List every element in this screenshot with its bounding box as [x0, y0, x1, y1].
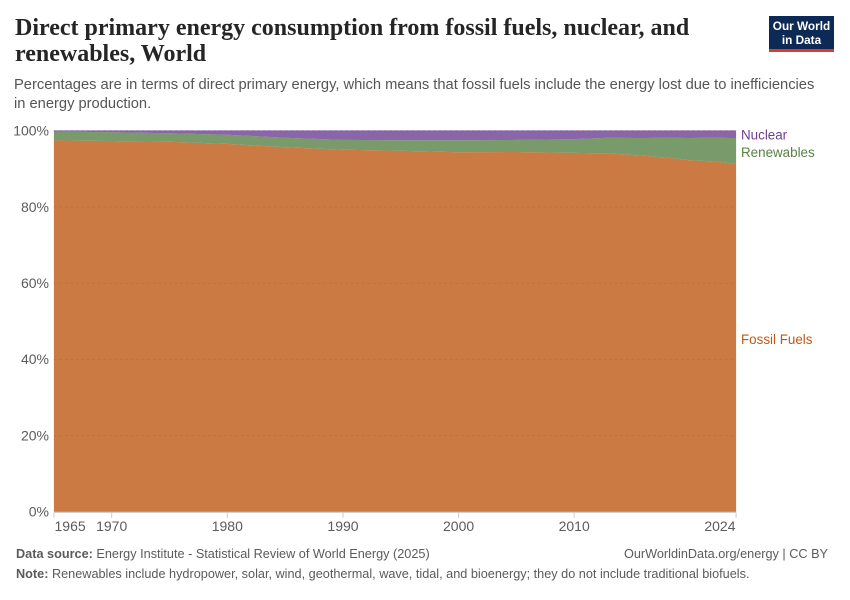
svg-text:2024: 2024	[704, 518, 735, 534]
svg-text:40%: 40%	[21, 351, 49, 367]
svg-text:2010: 2010	[559, 518, 590, 534]
svg-text:Fossil Fuels: Fossil Fuels	[741, 332, 813, 347]
svg-text:1965: 1965	[55, 518, 86, 534]
svg-text:60%: 60%	[21, 275, 49, 291]
svg-text:Renewables: Renewables	[741, 145, 815, 160]
svg-text:Nuclear: Nuclear	[741, 128, 788, 143]
svg-text:1990: 1990	[327, 518, 358, 534]
svg-text:20%: 20%	[21, 427, 49, 443]
svg-text:100%: 100%	[13, 123, 49, 139]
svg-text:2000: 2000	[443, 518, 474, 534]
svg-text:0%: 0%	[29, 504, 49, 520]
svg-text:1980: 1980	[212, 518, 243, 534]
svg-text:1970: 1970	[96, 518, 127, 534]
svg-text:80%: 80%	[21, 199, 49, 215]
